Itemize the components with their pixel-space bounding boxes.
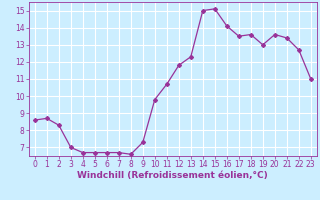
X-axis label: Windchill (Refroidissement éolien,°C): Windchill (Refroidissement éolien,°C) <box>77 171 268 180</box>
